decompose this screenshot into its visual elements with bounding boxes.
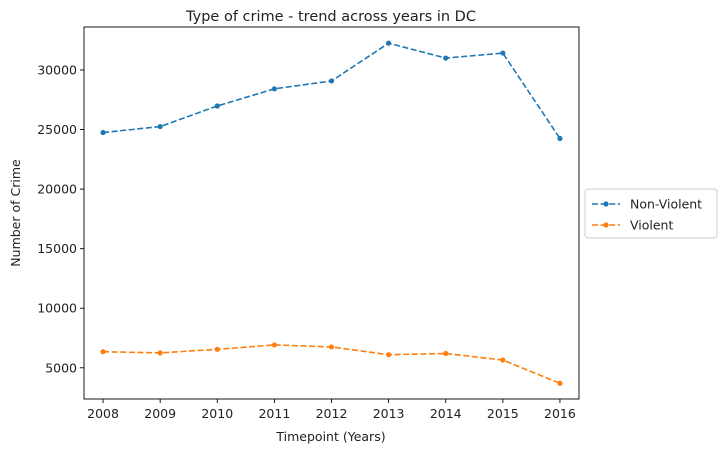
x-axis-ticks: 2008 2009 2010 2011 2012 2013 2014 2015 2016 <box>87 399 576 421</box>
non-violent-data-point <box>157 123 163 130</box>
x-axis-label: Timepoint (Years) <box>275 429 385 444</box>
x-tick-label: 2015 <box>487 406 519 421</box>
non-violent-data-point <box>214 103 220 109</box>
y-axis-ticks: 5000 10000 15000 20000 25000 30000 <box>37 63 84 375</box>
non-violent-data-point <box>328 78 335 84</box>
x-tick-label: 2014 <box>430 406 462 421</box>
x-tick-label: 2008 <box>87 406 119 421</box>
y-tick-label: 15000 <box>37 241 77 256</box>
non-violent-data-point <box>100 129 106 136</box>
non-violent-data-point <box>500 50 506 56</box>
legend-items: Non-Violent Violent <box>592 197 702 233</box>
y-tick-label: 10000 <box>37 301 77 316</box>
x-tick-label: 2012 <box>316 406 348 421</box>
violent-data-point <box>443 350 449 357</box>
x-tick-label: 2016 <box>544 406 576 421</box>
x-tick-label: 2013 <box>373 406 405 421</box>
violent-series-line <box>103 344 561 385</box>
non-violent-legend-label: Non-Violent <box>630 197 702 212</box>
y-tick-label: 25000 <box>37 122 77 137</box>
non-violent-series-line <box>102 42 561 139</box>
chart-title: Type of crime - trend across years in DC <box>185 9 476 25</box>
x-tick-label: 2011 <box>258 406 290 421</box>
x-tick-label: 2010 <box>201 406 233 421</box>
violent-data-point <box>386 352 392 358</box>
y-tick-label: 5000 <box>45 360 77 375</box>
y-tick-label: 30000 <box>37 63 77 78</box>
violent-data-point <box>557 380 563 386</box>
y-tick-label: 20000 <box>37 182 77 197</box>
non-violent-data-point <box>557 135 563 142</box>
x-tick-label: 2009 <box>144 406 176 421</box>
series-layer <box>100 40 563 386</box>
violent-legend-label: Violent <box>630 218 673 233</box>
violent-data-point <box>157 350 163 356</box>
legend: Non-Violent Violent <box>584 188 718 239</box>
non-violent-data-point <box>443 55 449 61</box>
non-violent-legend-marker <box>603 201 609 207</box>
non-violent-data-point <box>386 40 392 46</box>
violent-legend-marker <box>603 222 609 228</box>
non-violent-data-point <box>271 86 277 92</box>
violent-data-point <box>500 357 506 363</box>
violent-data-point <box>328 344 335 350</box>
violent-data-point <box>271 342 277 348</box>
y-axis-label: Number of Crime <box>8 159 23 267</box>
violent-data-point <box>214 346 220 352</box>
violent-data-point <box>100 349 106 355</box>
